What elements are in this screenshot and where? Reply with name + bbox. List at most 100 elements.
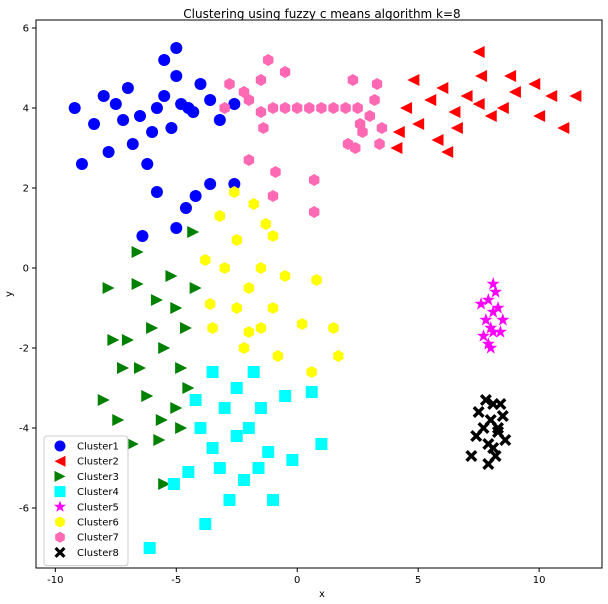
point-cluster6-3 bbox=[255, 322, 267, 334]
point-cluster3-9 bbox=[134, 362, 147, 374]
point-cluster8-11 bbox=[470, 430, 483, 442]
point-cluster2-12 bbox=[475, 70, 488, 82]
point-cluster1-18 bbox=[187, 106, 200, 118]
point-cluster1-17 bbox=[150, 102, 163, 114]
legend-label-cluster5: Cluster5 bbox=[77, 502, 119, 513]
point-cluster2-18 bbox=[569, 90, 582, 102]
point-cluster7-4 bbox=[340, 102, 351, 114]
point-cluster7-22 bbox=[258, 122, 269, 134]
point-cluster7-6 bbox=[279, 102, 291, 114]
point-cluster6-14 bbox=[311, 274, 322, 286]
point-cluster1-1 bbox=[134, 110, 147, 122]
point-cluster5-2 bbox=[484, 321, 498, 334]
point-cluster2-0 bbox=[400, 102, 413, 114]
point-cluster3-12 bbox=[170, 402, 183, 414]
point-cluster1-29 bbox=[228, 178, 241, 190]
legend-label-cluster3: Cluster3 bbox=[77, 472, 119, 483]
point-cluster1-26 bbox=[179, 202, 192, 214]
point-cluster6-19 bbox=[279, 270, 291, 282]
point-cluster7-23 bbox=[243, 154, 255, 166]
point-cluster8-9 bbox=[479, 394, 492, 406]
point-cluster3-4 bbox=[165, 270, 178, 282]
x-tick-label: 10 bbox=[533, 575, 546, 586]
point-cluster7-13 bbox=[255, 74, 267, 86]
point-cluster1-13 bbox=[126, 138, 139, 150]
point-cluster1-16 bbox=[117, 114, 130, 126]
y-tick-label: 4 bbox=[23, 104, 29, 115]
point-cluster3-20 bbox=[158, 478, 171, 490]
y-tick-label: 0 bbox=[23, 264, 29, 275]
point-cluster2-4 bbox=[496, 102, 509, 114]
point-cluster1-5 bbox=[88, 118, 101, 130]
point-cluster4-1 bbox=[242, 422, 255, 434]
point-cluster3-7 bbox=[155, 414, 168, 426]
point-cluster3-19 bbox=[126, 438, 139, 450]
point-cluster3-3 bbox=[146, 322, 159, 334]
chart-title: Clustering using fuzzy c means algorithm… bbox=[183, 7, 460, 21]
legend-label-cluster1: Cluster1 bbox=[77, 442, 119, 453]
point-cluster1-19 bbox=[228, 98, 241, 110]
point-cluster4-17 bbox=[267, 494, 280, 506]
point-cluster3-13 bbox=[131, 278, 144, 290]
point-cluster7-1 bbox=[267, 102, 279, 114]
point-cluster1-10 bbox=[68, 102, 81, 114]
point-cluster4-10 bbox=[279, 390, 292, 402]
point-cluster6-16 bbox=[333, 350, 344, 362]
point-cluster4-13 bbox=[223, 494, 236, 506]
point-cluster6-13 bbox=[248, 198, 259, 210]
point-cluster4-6 bbox=[213, 462, 226, 474]
point-cluster2-5 bbox=[412, 118, 425, 130]
point-cluster7-15 bbox=[279, 66, 291, 78]
point-cluster6-23 bbox=[260, 218, 271, 230]
point-cluster1-21 bbox=[158, 54, 171, 66]
point-cluster3-22 bbox=[187, 226, 200, 238]
point-cluster8-14 bbox=[482, 458, 495, 470]
point-cluster6-20 bbox=[296, 318, 308, 330]
legend-marker-cluster2 bbox=[54, 455, 66, 467]
point-cluster6-8 bbox=[272, 350, 284, 362]
point-cluster7-10 bbox=[364, 110, 375, 122]
point-cluster7-24 bbox=[270, 166, 281, 178]
point-cluster3-23 bbox=[153, 434, 166, 446]
point-cluster7-28 bbox=[350, 142, 361, 154]
point-cluster6-15 bbox=[328, 322, 339, 334]
x-tick-label: -5 bbox=[171, 575, 181, 586]
point-cluster4-18 bbox=[315, 438, 328, 450]
point-cluster5-10 bbox=[496, 313, 510, 326]
y-tick-label: 2 bbox=[23, 184, 29, 195]
point-cluster3-5 bbox=[175, 362, 188, 374]
point-cluster4-8 bbox=[262, 446, 275, 458]
point-cluster2-11 bbox=[431, 134, 444, 146]
point-cluster6-4 bbox=[207, 322, 218, 334]
point-cluster4-20 bbox=[286, 454, 299, 466]
point-cluster2-23 bbox=[528, 78, 541, 90]
legend-label-cluster8: Cluster8 bbox=[77, 548, 119, 559]
point-cluster4-11 bbox=[247, 366, 260, 378]
legend: Cluster1 Cluster2 Cluster3 Cluster4 Cluster5… bbox=[43, 435, 129, 567]
legend-label-cluster2: Cluster2 bbox=[77, 457, 119, 468]
point-cluster6-6 bbox=[267, 302, 279, 314]
point-cluster3-1 bbox=[158, 342, 171, 354]
point-cluster3-18 bbox=[97, 394, 110, 406]
point-cluster2-3 bbox=[472, 98, 485, 110]
point-cluster3-6 bbox=[141, 390, 154, 402]
point-cluster8-8 bbox=[499, 434, 512, 446]
point-cluster6-11 bbox=[214, 210, 225, 222]
point-cluster4-22 bbox=[206, 366, 219, 378]
point-cluster3-0 bbox=[170, 302, 183, 314]
point-cluster1-25 bbox=[150, 186, 163, 198]
point-cluster7-2 bbox=[292, 102, 303, 114]
point-cluster6-18 bbox=[267, 230, 279, 242]
x-tick-label: 0 bbox=[294, 575, 300, 586]
point-cluster8-12 bbox=[487, 442, 500, 454]
point-cluster4-15 bbox=[143, 542, 156, 554]
point-cluster3-2 bbox=[182, 382, 195, 394]
point-cluster5-0 bbox=[481, 293, 495, 306]
point-cluster7-0 bbox=[243, 94, 255, 106]
point-cluster1-14 bbox=[165, 122, 178, 134]
legend-label-cluster4: Cluster4 bbox=[77, 487, 119, 498]
point-cluster5-1 bbox=[486, 305, 500, 318]
point-cluster1-31 bbox=[189, 190, 202, 202]
point-cluster5-9 bbox=[474, 297, 488, 310]
